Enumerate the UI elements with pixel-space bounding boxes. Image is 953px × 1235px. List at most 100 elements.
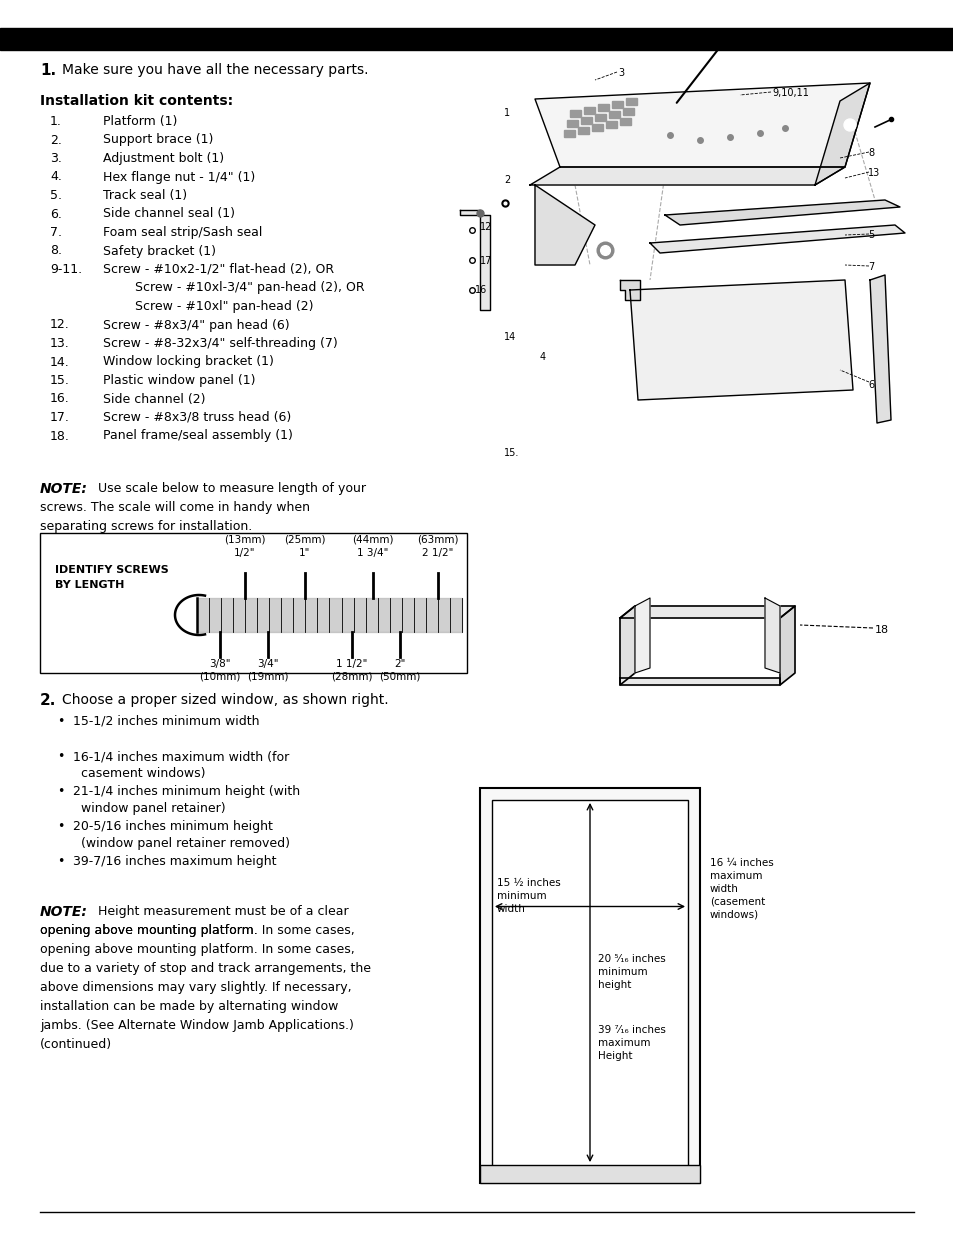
Text: 13: 13 bbox=[867, 168, 880, 178]
Text: 3.: 3. bbox=[50, 152, 62, 165]
Bar bbox=[612, 101, 622, 107]
Text: 1 1/2"
(28mm): 1 1/2" (28mm) bbox=[331, 659, 373, 682]
Text: Screw - #10xl-3/4" pan-head (2), OR: Screw - #10xl-3/4" pan-head (2), OR bbox=[103, 282, 364, 294]
Bar bbox=[619, 119, 630, 125]
Text: Use scale below to measure length of your: Use scale below to measure length of you… bbox=[98, 482, 366, 495]
Text: Choose a proper sized window, as shown right.: Choose a proper sized window, as shown r… bbox=[62, 693, 388, 706]
Text: 2"
(50mm): 2" (50mm) bbox=[379, 659, 420, 682]
Bar bbox=[578, 127, 588, 135]
Text: •: • bbox=[57, 750, 64, 763]
Text: 15.: 15. bbox=[50, 374, 70, 387]
Polygon shape bbox=[619, 280, 639, 300]
Text: 2.: 2. bbox=[40, 693, 56, 708]
Text: Screw - #8x3/4" pan head (6): Screw - #8x3/4" pan head (6) bbox=[103, 319, 290, 331]
Text: Safety bracket (1): Safety bracket (1) bbox=[103, 245, 215, 258]
Text: 3/8"
(10mm): 3/8" (10mm) bbox=[199, 659, 240, 682]
Text: •: • bbox=[57, 820, 64, 832]
Text: 39-7/16 inches maximum height: 39-7/16 inches maximum height bbox=[73, 855, 276, 868]
Polygon shape bbox=[535, 185, 595, 266]
Polygon shape bbox=[664, 200, 899, 225]
Polygon shape bbox=[635, 598, 649, 673]
Bar bbox=[569, 110, 580, 117]
Text: 15.: 15. bbox=[503, 448, 518, 458]
Text: Height measurement must be of a clear: Height measurement must be of a clear bbox=[98, 905, 348, 918]
Text: •: • bbox=[57, 715, 64, 727]
Bar bbox=[598, 104, 608, 111]
Text: 2: 2 bbox=[503, 175, 510, 185]
Bar bbox=[622, 107, 634, 115]
Text: 17: 17 bbox=[479, 256, 492, 266]
Text: Screw - #10x2-1/2" flat-head (2), OR: Screw - #10x2-1/2" flat-head (2), OR bbox=[103, 263, 334, 275]
Text: NOTE:: NOTE: bbox=[40, 482, 88, 496]
Text: 5: 5 bbox=[867, 230, 873, 240]
Text: (13mm)
1/2": (13mm) 1/2" bbox=[224, 535, 266, 558]
Text: screws. The scale will come in handy when: screws. The scale will come in handy whe… bbox=[40, 501, 310, 514]
Text: 12: 12 bbox=[479, 222, 492, 232]
Circle shape bbox=[843, 119, 855, 131]
Text: jambs. (See Alternate Window Jamb Applications.): jambs. (See Alternate Window Jamb Applic… bbox=[40, 1019, 354, 1032]
Polygon shape bbox=[869, 275, 890, 424]
Text: Track seal (1): Track seal (1) bbox=[103, 189, 187, 203]
Text: 6.: 6. bbox=[50, 207, 62, 221]
Text: 7.: 7. bbox=[50, 226, 62, 240]
Text: 16: 16 bbox=[475, 285, 487, 295]
Bar bbox=[625, 98, 637, 105]
Text: 9,10,11: 9,10,11 bbox=[771, 88, 808, 98]
Text: 18: 18 bbox=[874, 625, 888, 635]
Text: 16.: 16. bbox=[50, 393, 70, 405]
Bar bbox=[592, 124, 602, 131]
Text: 9-11.: 9-11. bbox=[50, 263, 82, 275]
Bar bbox=[0, 28, 953, 49]
Text: 15 ½ inches
minimum
width: 15 ½ inches minimum width bbox=[497, 878, 560, 914]
Text: opening above mounting platform. In some cases,: opening above mounting platform. In some… bbox=[40, 924, 355, 937]
Text: 20-5/16 inches minimum height
  (window panel retainer removed): 20-5/16 inches minimum height (window pa… bbox=[73, 820, 290, 850]
Text: Screw - #8x3/8 truss head (6): Screw - #8x3/8 truss head (6) bbox=[103, 411, 291, 424]
Text: Make sure you have all the necessary parts.: Make sure you have all the necessary par… bbox=[62, 63, 368, 77]
Text: Side channel (2): Side channel (2) bbox=[103, 393, 205, 405]
Polygon shape bbox=[530, 167, 844, 185]
Text: Screw - #8-32x3/4" self-threading (7): Screw - #8-32x3/4" self-threading (7) bbox=[103, 337, 337, 350]
Text: Plastic window panel (1): Plastic window panel (1) bbox=[103, 374, 255, 387]
Bar bbox=[605, 121, 617, 128]
Text: 15-1/2 inches minimum width: 15-1/2 inches minimum width bbox=[73, 715, 259, 727]
Polygon shape bbox=[619, 606, 635, 685]
Text: 5.: 5. bbox=[50, 189, 62, 203]
Text: installation can be made by alternating window: installation can be made by alternating … bbox=[40, 1000, 338, 1013]
Text: 13.: 13. bbox=[50, 337, 70, 350]
Bar bbox=[479, 788, 700, 1183]
Text: Foam seal strip/Sash seal: Foam seal strip/Sash seal bbox=[103, 226, 262, 240]
Text: NOTE:: NOTE: bbox=[40, 905, 88, 919]
Text: Side channel seal (1): Side channel seal (1) bbox=[103, 207, 234, 221]
Text: 4.: 4. bbox=[50, 170, 62, 184]
Text: •: • bbox=[57, 785, 64, 798]
Text: opening above mounting platform.: opening above mounting platform. bbox=[40, 924, 261, 937]
Text: 1: 1 bbox=[503, 107, 510, 119]
Text: 14.: 14. bbox=[50, 356, 70, 368]
Text: 1.: 1. bbox=[50, 115, 62, 128]
Polygon shape bbox=[535, 83, 869, 167]
Text: Platform (1): Platform (1) bbox=[103, 115, 177, 128]
Bar bbox=[595, 114, 605, 121]
Polygon shape bbox=[629, 280, 852, 400]
Text: Adjustment bolt (1): Adjustment bolt (1) bbox=[103, 152, 224, 165]
Text: 18.: 18. bbox=[50, 430, 70, 442]
Text: 2.: 2. bbox=[50, 133, 62, 147]
Bar bbox=[580, 117, 592, 124]
Text: (25mm)
1": (25mm) 1" bbox=[284, 535, 325, 558]
Bar bbox=[492, 800, 687, 1171]
Text: 39 ⁷⁄₁₆ inches
maximum
Height: 39 ⁷⁄₁₆ inches maximum Height bbox=[598, 1025, 665, 1061]
Text: separating screws for installation.: separating screws for installation. bbox=[40, 520, 252, 534]
Polygon shape bbox=[764, 598, 780, 673]
Text: Hex flange nut - 1/4" (1): Hex flange nut - 1/4" (1) bbox=[103, 170, 255, 184]
Text: •: • bbox=[57, 855, 64, 868]
Text: 7: 7 bbox=[867, 262, 873, 272]
Text: 16 ¼ inches
maximum
width
(casement
windows): 16 ¼ inches maximum width (casement wind… bbox=[709, 858, 773, 920]
Bar bbox=[608, 111, 619, 119]
Text: 20 ⁵⁄₁₆ inches
minimum
height: 20 ⁵⁄₁₆ inches minimum height bbox=[598, 953, 665, 989]
Text: 4: 4 bbox=[539, 352, 545, 362]
Text: Window locking bracket (1): Window locking bracket (1) bbox=[103, 356, 274, 368]
Text: (44mm)
1 3/4": (44mm) 1 3/4" bbox=[352, 535, 394, 558]
Bar bbox=[563, 130, 575, 137]
Text: 8: 8 bbox=[867, 148, 873, 158]
Text: 12.: 12. bbox=[50, 319, 70, 331]
